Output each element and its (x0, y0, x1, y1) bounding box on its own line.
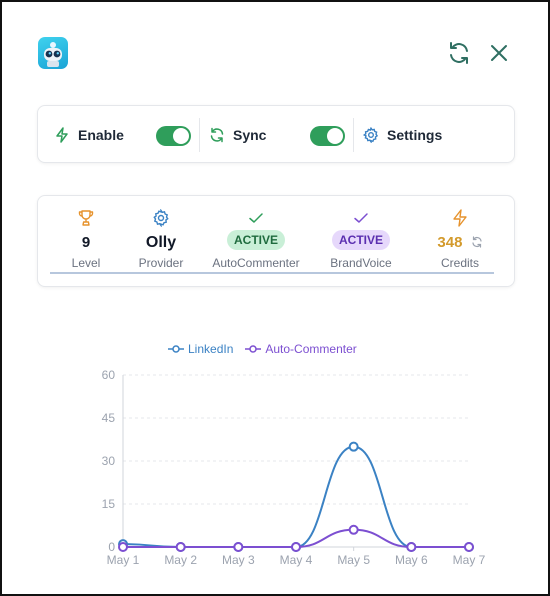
close-icon (491, 45, 507, 61)
refresh-button[interactable] (446, 40, 472, 66)
activity-line-chart: 0 15 30 45 60 May 1 May 2 May 3 May 4 May 5 May 6 M… (102, 368, 486, 567)
stat-autocommenter: ACTIVE AutoCommenter (206, 196, 306, 276)
autocommenter-status-badge: ACTIVE (226, 230, 285, 250)
sync-control: Sync (209, 106, 266, 164)
x-tick-label: May 1 (107, 553, 140, 567)
data-point (464, 542, 474, 552)
x-tick-label: May 2 (164, 553, 197, 567)
enable-label: Enable (78, 127, 124, 143)
legend-item-linkedin[interactable]: LinkedIn (168, 342, 233, 356)
settings-label: Settings (387, 127, 443, 143)
divider (199, 118, 200, 152)
y-tick-label: 0 (108, 540, 115, 554)
chart-legend: LinkedIn Auto-Commenter (168, 342, 369, 356)
controls-card: Enable Sync Settings (37, 105, 515, 163)
stats-card: 9 Level Olly Provider ACTIVE AutoComment… (37, 195, 515, 287)
level-caption: Level (71, 256, 101, 270)
trophy-icon (78, 210, 94, 226)
series-line-linkedin (122, 445, 469, 548)
bolt-icon (453, 209, 467, 227)
x-tick-label: May 5 (337, 553, 370, 567)
data-point (233, 542, 244, 552)
credits-value: 348 (437, 234, 463, 251)
x-tick-label: May 3 (222, 553, 255, 567)
check-icon (354, 213, 368, 223)
divider (353, 118, 354, 152)
sync-label: Sync (233, 127, 267, 143)
credits-caption: Credits (440, 256, 479, 270)
level-value: 9 (81, 234, 91, 251)
x-tick-label: May 6 (395, 553, 428, 567)
y-tick-label: 60 (102, 368, 116, 382)
data-point (406, 542, 417, 552)
provider-value: Olly (145, 234, 177, 251)
stat-level: 9 Level (56, 196, 116, 276)
stats-divider (50, 272, 494, 274)
enable-toggle[interactable] (156, 126, 191, 146)
close-button[interactable] (486, 40, 512, 66)
gear-icon (153, 209, 169, 227)
data-point (348, 441, 359, 452)
data-point (291, 542, 301, 552)
gear-icon (363, 127, 379, 143)
x-tick-label: May 7 (453, 553, 486, 567)
autocommenter-caption: AutoCommenter (212, 256, 300, 270)
brandvoice-caption: BrandVoice (330, 256, 392, 270)
y-tick-label: 30 (102, 454, 116, 468)
stat-credits: 348 Credits (424, 196, 496, 276)
stat-brandvoice: ACTIVE BrandVoice (316, 196, 406, 276)
check-icon (249, 213, 263, 223)
sync-icon (210, 127, 224, 143)
refresh-icon[interactable] (471, 236, 483, 248)
settings-button[interactable]: Settings (363, 106, 442, 164)
bolt-icon (56, 127, 68, 143)
y-tick-label: 45 (102, 411, 116, 425)
enable-control: Enable (54, 106, 124, 164)
data-point (348, 524, 359, 535)
brandvoice-status-badge: ACTIVE (331, 230, 390, 250)
provider-caption: Provider (138, 256, 184, 270)
refresh-icon (450, 42, 468, 64)
credits-value-row: 348 (424, 234, 496, 251)
stat-provider: Olly Provider (128, 196, 194, 276)
data-point (118, 542, 128, 552)
x-tick-label: May 4 (280, 553, 313, 567)
sync-toggle[interactable] (310, 126, 345, 146)
data-point (175, 542, 186, 552)
legend-label: Auto-Commenter (265, 342, 357, 356)
legend-label: LinkedIn (188, 342, 234, 356)
legend-item-auto-commenter[interactable]: Auto-Commenter (245, 342, 357, 356)
y-tick-label: 15 (102, 497, 116, 511)
robot-logo-icon (38, 37, 68, 69)
